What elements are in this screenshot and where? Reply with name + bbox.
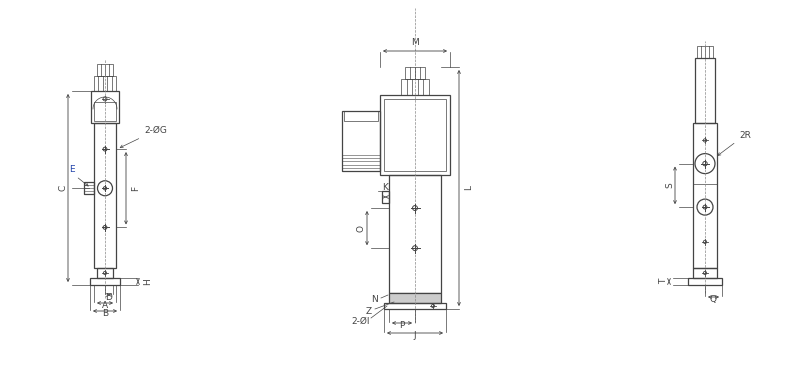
Bar	[97, 64, 113, 76]
Bar	[389, 175, 441, 293]
Bar	[401, 79, 429, 95]
Text: T: T	[659, 279, 668, 284]
Bar	[84, 182, 94, 194]
Text: 2-ØI: 2-ØI	[352, 316, 370, 326]
Bar	[384, 99, 446, 171]
Bar	[94, 76, 116, 91]
Text: F: F	[131, 186, 140, 191]
Text: 2-ØG: 2-ØG	[120, 126, 167, 148]
Bar	[697, 46, 713, 58]
Bar	[389, 293, 441, 303]
Bar	[693, 268, 717, 278]
Bar	[342, 111, 380, 171]
Bar	[91, 91, 119, 123]
Bar	[405, 67, 425, 79]
Text: B: B	[102, 309, 108, 318]
Text: P: P	[399, 321, 405, 330]
Text: N: N	[372, 296, 378, 304]
Bar	[380, 95, 450, 175]
Bar	[94, 123, 116, 268]
Text: E: E	[69, 165, 75, 174]
Text: O: O	[357, 224, 366, 231]
Text: Q: Q	[710, 295, 717, 304]
Text: 2R: 2R	[718, 131, 751, 155]
Text: C: C	[58, 185, 67, 191]
Bar	[693, 123, 717, 268]
Text: K: K	[382, 183, 389, 192]
Text: S: S	[665, 183, 674, 188]
Text: D: D	[106, 293, 113, 302]
Bar	[84, 182, 94, 194]
Bar	[382, 191, 389, 203]
Bar	[688, 278, 722, 285]
Text: J: J	[414, 331, 416, 340]
Bar	[90, 278, 120, 285]
Text: H: H	[143, 278, 152, 285]
Bar	[344, 111, 378, 121]
Text: Z: Z	[366, 307, 372, 315]
Bar	[97, 268, 113, 278]
Text: A: A	[102, 301, 108, 310]
Bar	[695, 58, 715, 123]
Bar	[384, 303, 446, 309]
Text: M: M	[411, 38, 419, 47]
Bar	[94, 102, 116, 121]
Text: L: L	[464, 185, 473, 191]
Bar	[342, 155, 380, 171]
